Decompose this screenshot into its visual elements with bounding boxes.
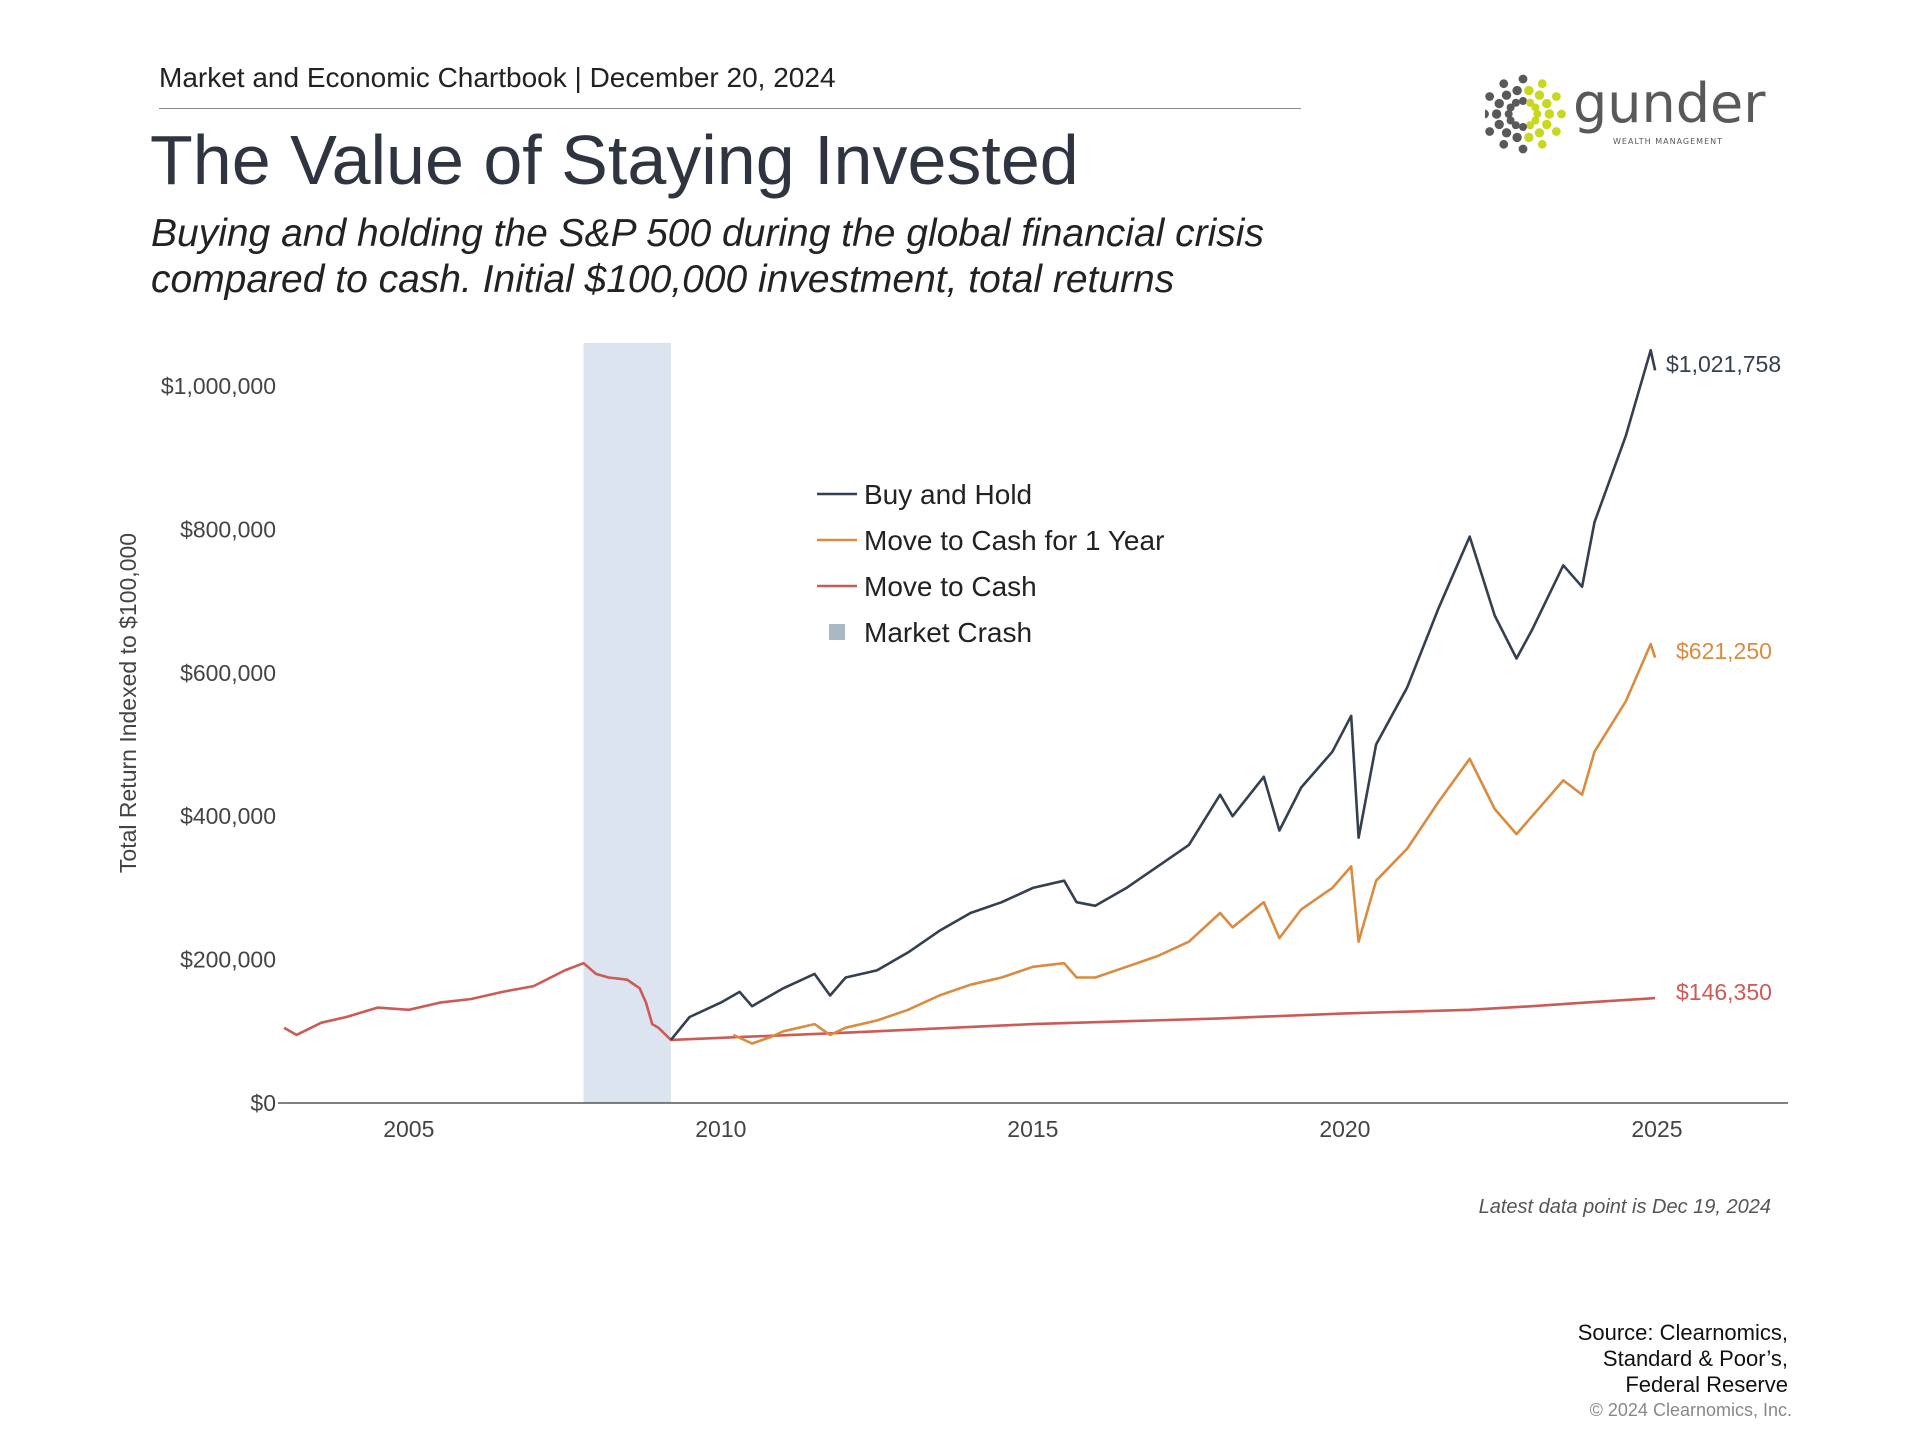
logo-dot (1542, 98, 1552, 109)
y-tick-label: $800,000 (180, 516, 276, 542)
legend-entry: Move to Cash (864, 571, 1037, 602)
logo-dot (1526, 121, 1535, 130)
legend-entry: Buy and Hold (864, 479, 1032, 510)
source-line-2: Standard & Poor’s, (1602, 1346, 1788, 1371)
series-line-buy-and-hold (669, 348, 1657, 1041)
logo-dot (1506, 103, 1515, 112)
logo-dot (1537, 139, 1547, 149)
logo-dot (1524, 132, 1534, 143)
series-line-move-to-cash-for-1-year (732, 642, 1657, 1045)
logo-dot (1544, 109, 1555, 119)
source-line-3: Federal Reserve (1625, 1372, 1788, 1397)
gunder-logo: gunder WEALTH MANAGEMENT (1485, 72, 1766, 154)
logo-dot (1494, 119, 1504, 130)
x-tick-label: 2025 (1631, 1116, 1682, 1142)
logo-dot (1524, 85, 1534, 96)
y-tick-label: $0 (250, 1090, 276, 1116)
logo-dot (1494, 98, 1504, 109)
logo-dot (1491, 109, 1502, 119)
logo-dot (1519, 123, 1527, 131)
logo-dot (1531, 103, 1540, 112)
logo-dot (1531, 116, 1540, 125)
header-divider (159, 108, 1301, 109)
logo-dot (1506, 116, 1515, 125)
logo-dot (1511, 98, 1520, 107)
x-tick-label: 2015 (1007, 1116, 1058, 1142)
x-tick-label: 2005 (383, 1116, 434, 1142)
logo-dot (1526, 98, 1535, 107)
logo-dot (1518, 74, 1528, 84)
x-tick-label: 2020 (1319, 1116, 1370, 1142)
subtitle-line-2: compared to cash. Initial $100,000 inves… (151, 258, 1175, 301)
logo-dot (1501, 90, 1512, 100)
legend: Buy and Hold Move to Cash for 1 Year Move … (817, 479, 1164, 648)
series-line-move-to-cash (283, 961, 1656, 1042)
logo-dot (1499, 139, 1509, 149)
logo-dot (1519, 97, 1527, 105)
market-crash-band (583, 343, 671, 1103)
logo-wordmark: gunder (1573, 72, 1766, 135)
logo-dot (1537, 79, 1547, 89)
logo-dot (1551, 92, 1561, 101)
y-tick-label: $400,000 (180, 803, 276, 829)
latest-data-note: Latest data point is Dec 19, 2024 (1478, 1196, 1771, 1218)
y-tick-label: $200,000 (180, 947, 276, 973)
logo-dot (1501, 128, 1512, 138)
page-title: The Value of Staying Invested (150, 121, 1079, 199)
logo-dot (1485, 92, 1495, 101)
logo-dot (1485, 127, 1495, 136)
logo-dot (1518, 144, 1528, 154)
y-tick-label: $600,000 (180, 660, 276, 686)
legend-swatch (829, 624, 845, 640)
logo-globe-icon (1485, 74, 1566, 154)
legend-entry: Market Crash (864, 617, 1032, 648)
logo-dot (1534, 128, 1545, 138)
logo-dot (1512, 85, 1522, 96)
y-axis-label: Total Return Indexed to $100,000 (115, 533, 141, 873)
logo-tagline: WEALTH MANAGEMENT (1613, 137, 1723, 146)
end-label-buy-and-hold: $1,021,758 (1666, 351, 1781, 377)
end-label-move-to-cash: $146,350 (1676, 979, 1772, 1005)
subtitle-line-1: Buying and holding the S&P 500 during th… (151, 212, 1264, 255)
logo-dot (1504, 110, 1513, 118)
legend-entry: Move to Cash for 1 Year (864, 525, 1164, 556)
logo-dot (1485, 109, 1489, 119)
end-label-move-to-cash-for-1-year: $621,250 (1676, 638, 1772, 664)
source-line-1: Source: Clearnomics, (1577, 1320, 1788, 1345)
logo-dot (1551, 127, 1561, 136)
logo-dot (1512, 132, 1522, 143)
copyright: © 2024 Clearnomics, Inc. (1589, 1400, 1792, 1420)
logo-dot (1534, 90, 1545, 100)
y-tick-label: $1,000,000 (161, 373, 276, 399)
logo-dot (1499, 79, 1509, 89)
x-tick-label: 2010 (695, 1116, 746, 1142)
chartbook-kicker: Market and Economic Chartbook | December… (159, 62, 836, 93)
logo-dot (1542, 119, 1552, 130)
logo-dot (1533, 110, 1542, 118)
logo-dot (1557, 109, 1566, 119)
logo-dot (1511, 121, 1520, 130)
